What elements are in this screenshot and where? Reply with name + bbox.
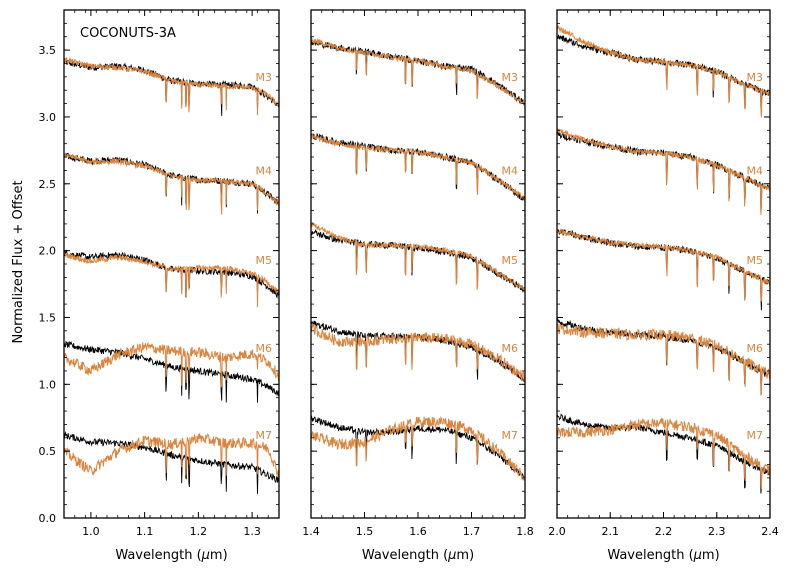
standard-spectrum-m5 xyxy=(64,251,279,308)
panel-middle: 1.4 1.5 1.6 1.7 1.8 M3 M4 M5 M6 M7 Wavelength (μm) xyxy=(302,9,534,563)
standard-label-m6: M6 xyxy=(256,342,273,355)
y-tick-label: 3.0 xyxy=(39,111,57,124)
standard-spectrum-m5 xyxy=(311,221,525,292)
standard-spectrum-m4 xyxy=(311,133,525,200)
standard-label-m5: M5 xyxy=(502,254,519,267)
x-axis-label: Wavelength (μm) xyxy=(362,548,474,563)
x-tick-label: 2.2 xyxy=(655,525,673,538)
panel-left: 1.0 1.1 1.2 1.3 0.0 0.5 1.0 1.5 2.0 2.5 3.0 3.5 M3 M4… xyxy=(39,9,280,563)
standard-label-m7: M7 xyxy=(502,429,519,442)
panel-title: COCONUTS-3A xyxy=(80,26,176,41)
object-spectrum xyxy=(311,415,525,480)
standard-label-m7: M7 xyxy=(256,429,273,442)
x-tick-label: 1.4 xyxy=(302,525,320,538)
standard-spectrum-m7 xyxy=(557,418,770,490)
x-tick-label: 1.3 xyxy=(243,525,261,538)
standard-label-m4: M4 xyxy=(256,164,273,177)
x-tick-label: 2.0 xyxy=(548,525,566,538)
y-tick-label: 3.5 xyxy=(39,44,57,57)
standard-spectrum-m6 xyxy=(557,323,770,396)
standard-label-m6: M6 xyxy=(747,342,764,355)
x-tick-label: 2.3 xyxy=(708,525,726,538)
standard-spectrum-m7 xyxy=(311,415,525,481)
x-tick-label: 2.4 xyxy=(761,525,779,538)
standard-label-m7: M7 xyxy=(747,429,764,442)
standard-spectrum-m5 xyxy=(557,228,770,302)
standard-spectrum-m3 xyxy=(311,36,525,106)
standard-spectrum-m3 xyxy=(557,25,770,118)
y-tick-label: 1.5 xyxy=(39,311,57,324)
x-tick-label: 1.5 xyxy=(356,525,374,538)
y-tick-label: 2.5 xyxy=(39,178,57,191)
standard-spectrum-m4 xyxy=(64,153,279,215)
standard-spectrum-m7 xyxy=(64,433,279,480)
object-spectrum xyxy=(64,430,279,494)
standard-spectrum-m3 xyxy=(64,57,279,116)
standard-label-m6: M6 xyxy=(502,342,519,355)
y-tick-label: 2.0 xyxy=(39,245,57,258)
standard-label-m5: M5 xyxy=(256,254,273,267)
x-tick-label: 1.1 xyxy=(136,525,154,538)
plot-area xyxy=(311,36,525,481)
plot-area xyxy=(557,25,770,494)
standard-label-m3: M3 xyxy=(256,71,273,84)
x-axis-label: Wavelength (μm) xyxy=(115,548,227,563)
standard-label-m5: M5 xyxy=(747,254,764,267)
y-tick-label: 1.0 xyxy=(39,378,57,391)
standard-spectrum-m4 xyxy=(557,128,770,215)
standard-spectrum-m6 xyxy=(311,323,525,383)
x-tick-label: 1.7 xyxy=(463,525,481,538)
standard-spectrum-m6 xyxy=(64,341,279,388)
standard-label-m3: M3 xyxy=(747,71,764,84)
panels-group: 1.0 1.1 1.2 1.3 0.0 0.5 1.0 1.5 2.0 2.5 3.0 3.5 M3 M4… xyxy=(39,9,779,563)
panel-right: 2.0 2.1 2.2 2.3 2.4 M3 M4 M5 M6 M7 Wavelength (μm) xyxy=(548,9,779,563)
x-tick-label: 1.8 xyxy=(516,525,534,538)
object-spectrum xyxy=(64,340,279,403)
x-tick-label: 2.1 xyxy=(602,525,620,538)
x-tick-label: 1.2 xyxy=(190,525,208,538)
x-tick-label: 1.0 xyxy=(82,525,100,538)
y-axis-label: Normalized Flux + Offset xyxy=(11,180,26,343)
y-tick-label: 0.5 xyxy=(39,445,57,458)
plot-area xyxy=(64,57,279,494)
x-tick-label: 1.6 xyxy=(409,525,427,538)
standard-label-m4: M4 xyxy=(502,164,519,177)
object-spectrum xyxy=(557,413,770,494)
standard-label-m4: M4 xyxy=(747,164,764,177)
standard-label-m3: M3 xyxy=(502,71,519,84)
x-axis-label: Wavelength (μm) xyxy=(607,548,719,563)
y-tick-label: 0.0 xyxy=(39,512,57,525)
